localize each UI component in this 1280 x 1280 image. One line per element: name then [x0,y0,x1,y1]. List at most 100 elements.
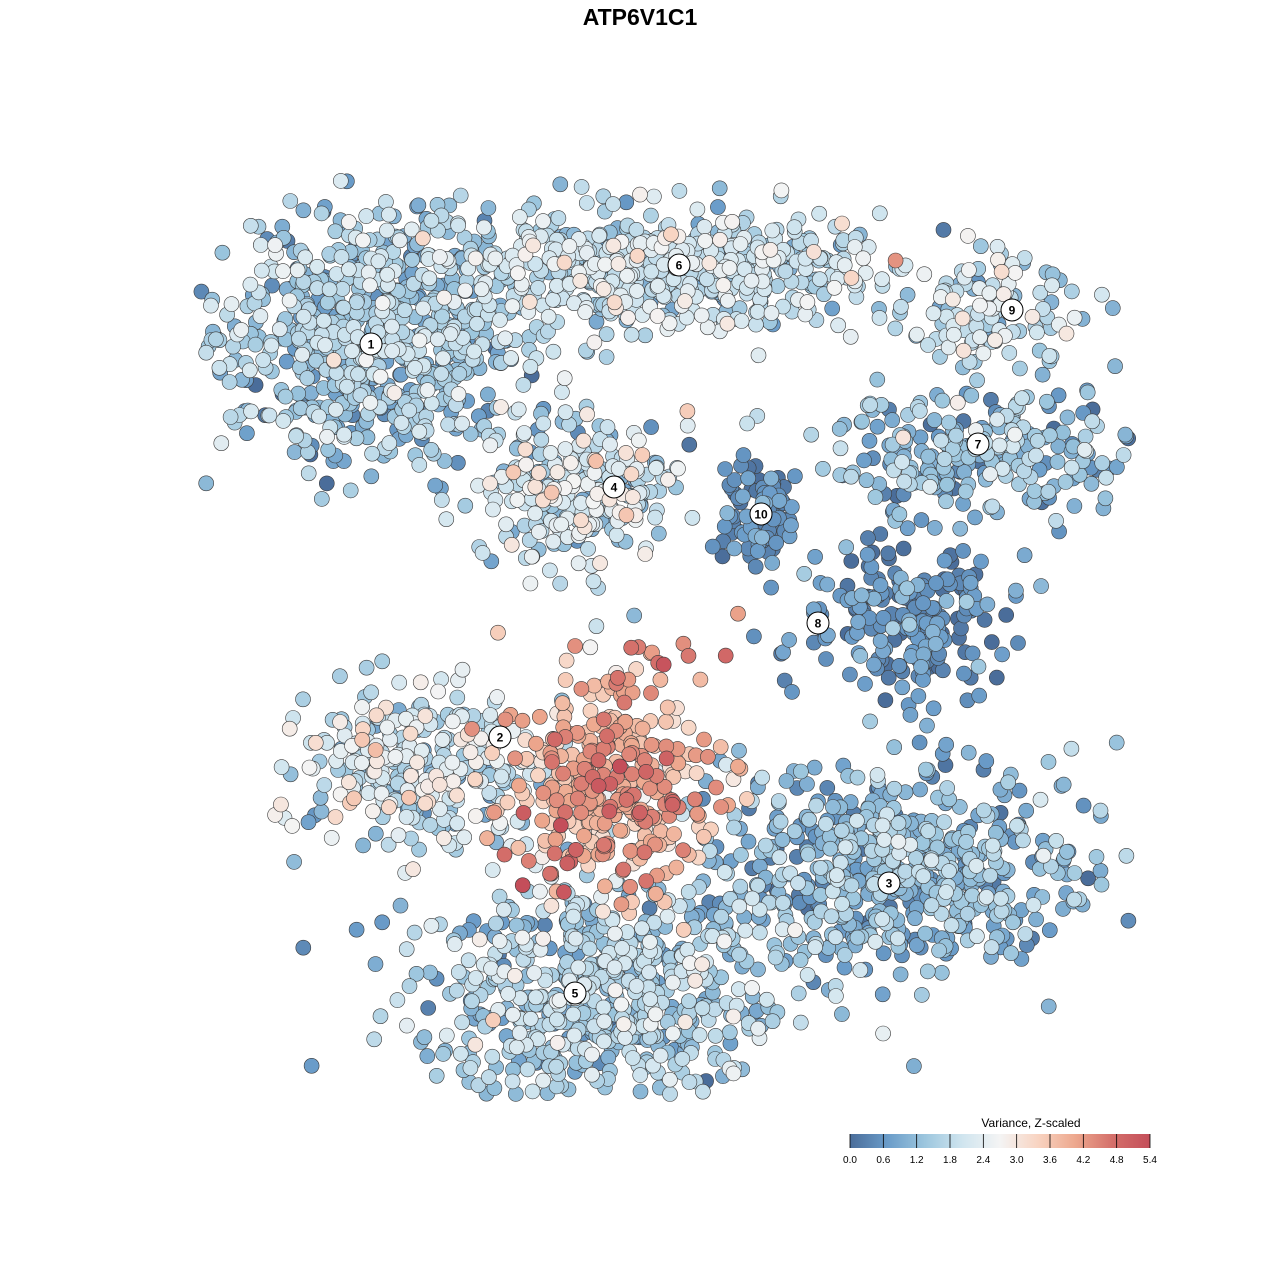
data-point [416,1029,433,1045]
data-point [1048,512,1064,529]
data-point [407,360,423,376]
data-point [511,209,528,225]
data-point [854,413,870,430]
cluster-label-1: 1 [359,332,383,356]
data-point [987,332,1003,349]
data-point [320,441,337,458]
data-point [867,933,884,950]
data-point [273,796,289,813]
data-point [363,468,380,485]
data-point [367,956,384,972]
data-point [955,543,971,559]
data-point [1105,300,1121,316]
data-point [588,618,605,635]
data-point [319,428,335,445]
data-point [663,226,679,243]
data-point [570,959,587,976]
data-point [707,1028,724,1044]
data-point [457,282,474,299]
data-point [1092,862,1109,879]
data-point [634,920,650,937]
data-point [912,781,928,798]
colorbar-tick-label: 3.0 [1010,1155,1024,1166]
data-point [874,986,891,1003]
data-point [282,193,299,209]
data-point [1107,358,1123,375]
data-point [474,545,491,561]
data-point [422,964,438,981]
data-point [401,789,417,806]
data-point [422,817,439,833]
data-point [596,1013,613,1030]
data-point [446,936,463,952]
data-point [894,679,911,696]
data-point [451,365,468,382]
data-point [734,488,751,505]
data-point [354,699,370,715]
data-point [450,386,467,402]
data-point [393,415,410,431]
data-point [365,803,381,820]
cluster-label-text: 6 [676,259,683,273]
data-point [414,230,431,247]
data-point [799,967,816,983]
data-point [899,580,915,597]
data-point [532,883,548,900]
data-point [530,767,546,784]
data-point [435,350,451,367]
data-point [998,607,1015,623]
data-point [750,961,766,978]
data-point [1015,832,1031,849]
data-point [476,219,492,236]
data-point [556,254,573,271]
data-point [386,385,403,401]
data-point [596,836,612,853]
data-point [793,763,809,780]
data-point [899,520,916,537]
data-point [993,890,1009,907]
data-point [575,432,592,449]
data-point [421,270,438,287]
data-point [917,925,934,942]
data-point [843,877,860,894]
data-point [978,889,995,905]
data-point [976,612,993,628]
data-point [307,734,324,751]
data-point [972,329,988,346]
data-point [808,797,825,814]
data-point [1028,447,1044,464]
data-point [790,875,806,892]
cluster-label-text: 7 [975,438,982,452]
data-point [827,929,844,946]
data-point [535,213,551,229]
data-point [402,725,419,742]
data-point [568,841,584,858]
data-point [1117,426,1134,443]
data-point [943,917,960,934]
data-point [1005,914,1021,931]
data-point [576,828,592,844]
data-point [545,533,562,550]
data-point [659,699,676,716]
data-point [889,930,906,947]
data-point [906,1058,922,1074]
data-point [1092,802,1109,819]
data-point [744,980,760,996]
data-point [514,929,531,946]
data-point [771,492,788,509]
data-point [573,681,590,697]
data-point [1049,454,1066,470]
data-point [638,873,655,889]
data-point [243,218,259,234]
data-point [852,962,869,978]
data-point [958,833,974,850]
data-point [862,713,878,730]
data-point [303,1058,320,1074]
data-point [763,305,780,321]
data-point [869,767,886,783]
data-point [836,947,853,963]
data-point [341,214,357,230]
data-point [379,266,396,283]
data-point [626,607,643,624]
data-point [902,707,919,723]
